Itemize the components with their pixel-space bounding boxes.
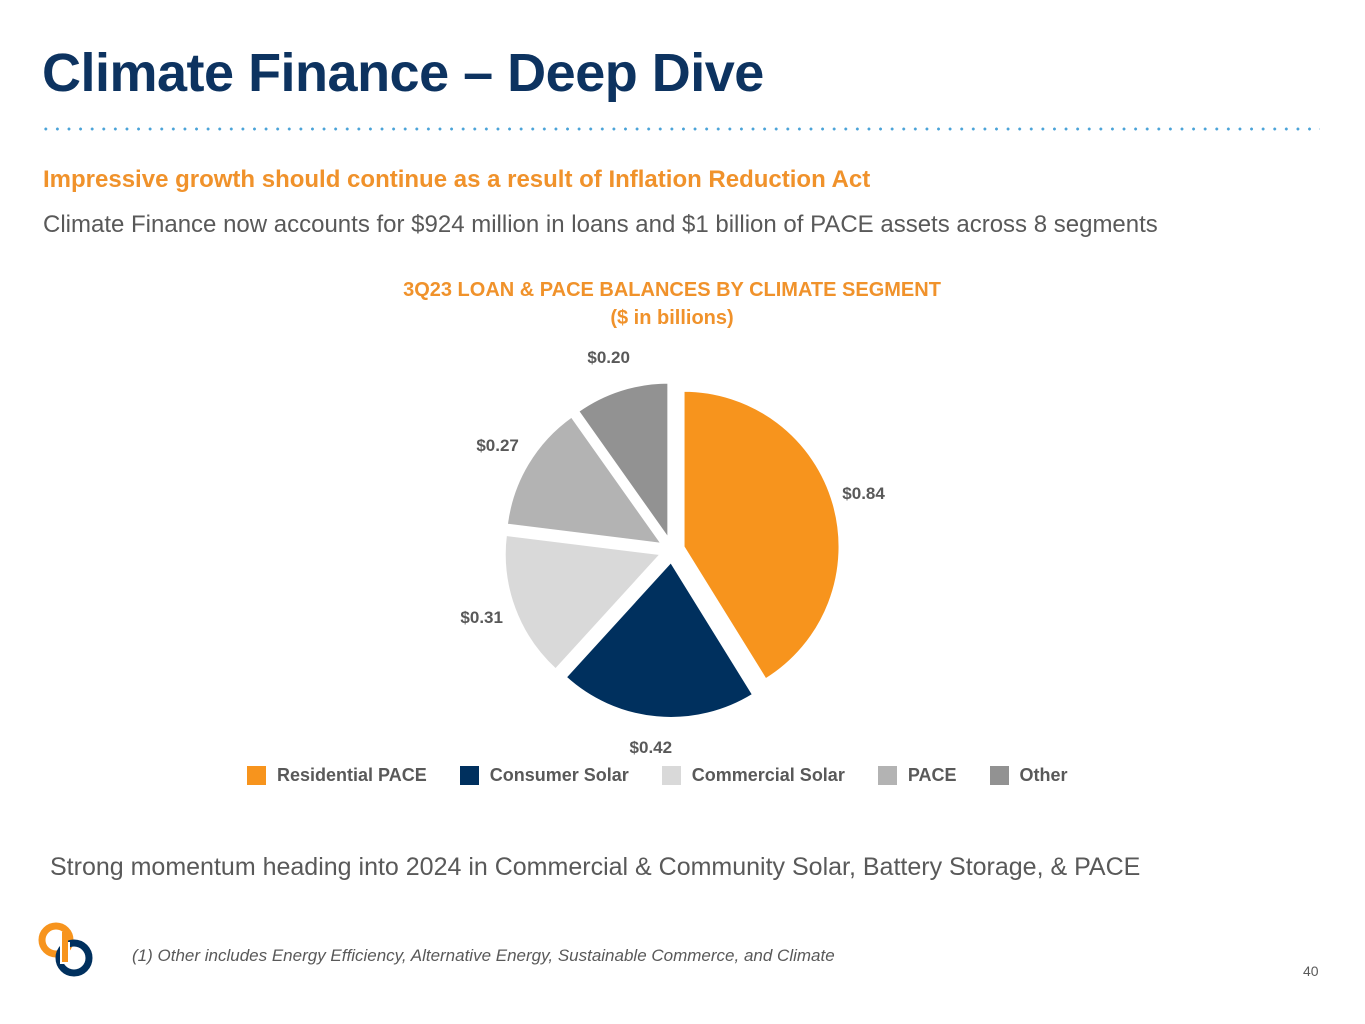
legend-item: Residential PACE bbox=[247, 765, 427, 786]
pie-slice-other bbox=[576, 381, 670, 542]
pie-slice-pace bbox=[505, 415, 664, 546]
legend-label: PACE bbox=[907, 765, 957, 785]
pie-value-label: $0.20 bbox=[587, 348, 630, 368]
pie-value-label: $0.42 bbox=[629, 738, 673, 758]
legend-item: Other bbox=[989, 765, 1068, 786]
logo-stem bbox=[62, 932, 68, 962]
legend-swatch bbox=[661, 766, 681, 785]
closing-statement: Strong momentum heading into 2024 in Com… bbox=[50, 853, 1141, 881]
legend-item: Commercial Solar bbox=[661, 765, 845, 786]
logo-navy-ring bbox=[55, 939, 93, 977]
pie-slice-commercial-solar bbox=[503, 533, 663, 671]
legend-label: Other bbox=[1019, 765, 1068, 785]
pie-slice-consumer-solar bbox=[564, 560, 755, 719]
slide-subtitle: Impressive growth should continue as a r… bbox=[43, 166, 871, 193]
chart-subtitle: ($ in billions) bbox=[610, 307, 734, 329]
legend-swatch bbox=[877, 766, 897, 785]
pie-slice-residential-pace bbox=[682, 389, 841, 681]
lead-text: Climate Finance now accounts for $924 mi… bbox=[43, 211, 1158, 238]
pie-value-label: $0.84 bbox=[842, 483, 885, 503]
company-logo bbox=[38, 922, 93, 977]
page-number: 40 bbox=[1303, 963, 1319, 979]
footnote: (1) Other includes Energy Efficiency, Al… bbox=[132, 946, 835, 965]
legend-item: Consumer Solar bbox=[459, 765, 629, 786]
legend-swatch bbox=[459, 766, 479, 785]
chart-title: 3Q23 LOAN & PACE BALANCES BY CLIMATE SEG… bbox=[403, 279, 941, 301]
legend-swatch bbox=[989, 766, 1009, 785]
legend-label: Commercial Solar bbox=[691, 765, 845, 785]
legend-label: Consumer Solar bbox=[489, 765, 629, 785]
legend-swatch bbox=[247, 766, 266, 785]
dotted-divider bbox=[40, 127, 1320, 131]
slide-title: Climate Finance – Deep Dive bbox=[42, 43, 764, 103]
legend-item: PACE bbox=[877, 765, 957, 786]
pie-value-label: $0.31 bbox=[460, 608, 503, 628]
chart-legend: Residential PACE Consumer Solar Commercial… bbox=[247, 765, 1101, 786]
pie-value-label: $0.27 bbox=[476, 436, 519, 456]
legend-label: Residential PACE bbox=[277, 765, 427, 785]
